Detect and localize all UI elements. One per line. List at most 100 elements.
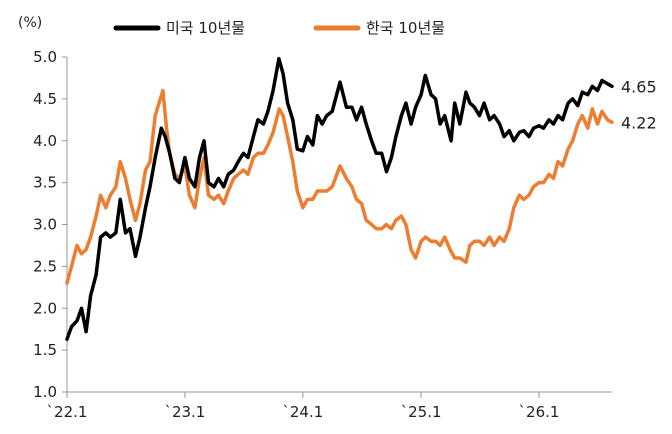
data-point: [194, 186, 196, 188]
data-point: [611, 121, 613, 124]
data-point: [278, 108, 281, 110]
data-point: [207, 194, 210, 196]
data-point: [331, 186, 334, 188]
data-point: [493, 244, 495, 247]
data-point: [109, 194, 112, 196]
data-point: [405, 102, 407, 104]
data-point: [296, 190, 299, 192]
data-point: [95, 274, 97, 276]
data-point: [242, 169, 245, 171]
data-point: [174, 177, 176, 180]
data-point: [306, 198, 309, 201]
data-point: [400, 215, 403, 217]
data-point: [80, 253, 83, 255]
y-tick-label: 1.5: [33, 341, 57, 359]
legend-item-kr: 한국 10년물: [313, 19, 445, 37]
data-point: [513, 206, 515, 209]
data-point: [80, 307, 83, 310]
x-tick-label: `26.1: [519, 403, 560, 421]
data-point: [469, 244, 471, 247]
data-point: [395, 219, 397, 222]
data-point: [493, 114, 495, 117]
data-point: [222, 186, 225, 188]
data-point: [292, 160, 294, 163]
data-point: [385, 223, 388, 226]
data-point: [449, 248, 451, 251]
data-point: [115, 232, 117, 234]
data-point: [414, 257, 417, 259]
data-point: [149, 186, 151, 188]
data-point: [571, 98, 574, 100]
data-point: [513, 140, 515, 142]
data-point: [188, 194, 191, 196]
data-point: [430, 240, 432, 243]
data-point: [601, 110, 603, 113]
data-point: [557, 114, 559, 117]
data-point: [523, 198, 525, 201]
data-point: [465, 261, 467, 264]
legend-item-us: 미국 10년물: [113, 19, 245, 37]
data-point: [596, 89, 599, 92]
data-point: [450, 140, 452, 142]
data-point: [375, 227, 378, 230]
data-point: [548, 173, 550, 176]
data-point: [70, 325, 73, 328]
data-point: [365, 123, 368, 125]
data-point: [89, 236, 92, 238]
data-point: [316, 190, 319, 192]
data-point: [227, 190, 229, 192]
data-point: [339, 165, 341, 167]
data-point: [85, 330, 87, 333]
y-tick-label: 3.0: [33, 216, 57, 234]
data-point: [257, 152, 259, 155]
data-point: [606, 83, 609, 85]
data-point: [542, 181, 545, 184]
data-point: [252, 135, 255, 138]
data-point: [528, 194, 530, 196]
data-point: [473, 106, 476, 108]
data-point: [237, 160, 239, 163]
data-point: [302, 206, 304, 209]
legend: 미국 10년물 한국 10년물: [113, 19, 445, 37]
data-point: [478, 240, 481, 243]
data-point: [168, 152, 171, 155]
data-point: [385, 170, 388, 173]
data-point: [360, 106, 363, 108]
data-point: [508, 129, 511, 132]
data-point: [567, 148, 569, 150]
data-point: [365, 219, 368, 222]
data-point: [105, 206, 107, 209]
data-point: [237, 173, 239, 176]
data-point: [262, 152, 265, 155]
data-point: [528, 135, 530, 138]
data-point: [581, 114, 584, 117]
data-point: [89, 294, 92, 297]
data-point: [424, 236, 427, 238]
data-point: [483, 102, 485, 104]
data-point: [232, 177, 235, 180]
data-point: [154, 114, 156, 117]
data-point: [538, 181, 540, 184]
data-point: [488, 236, 491, 238]
legend-label-us: 미국 10년물: [166, 19, 245, 37]
data-point: [99, 236, 102, 238]
data-point: [119, 160, 122, 163]
y-tick-label: 2.5: [33, 257, 57, 275]
data-point: [198, 177, 201, 180]
data-point: [164, 135, 166, 138]
x-tick-label: `24.1: [282, 403, 323, 421]
data-point: [165, 127, 168, 129]
data-point: [518, 131, 521, 134]
data-point: [503, 240, 505, 243]
y-tick-label: 2.0: [33, 299, 57, 317]
data-point: [360, 202, 363, 205]
data-point: [606, 119, 609, 121]
data-point: [115, 186, 117, 188]
data-point: [272, 89, 274, 92]
data-point: [203, 140, 205, 142]
data-point: [302, 150, 304, 152]
data-point: [286, 135, 289, 138]
data-point: [222, 202, 225, 205]
data-point: [325, 190, 328, 192]
